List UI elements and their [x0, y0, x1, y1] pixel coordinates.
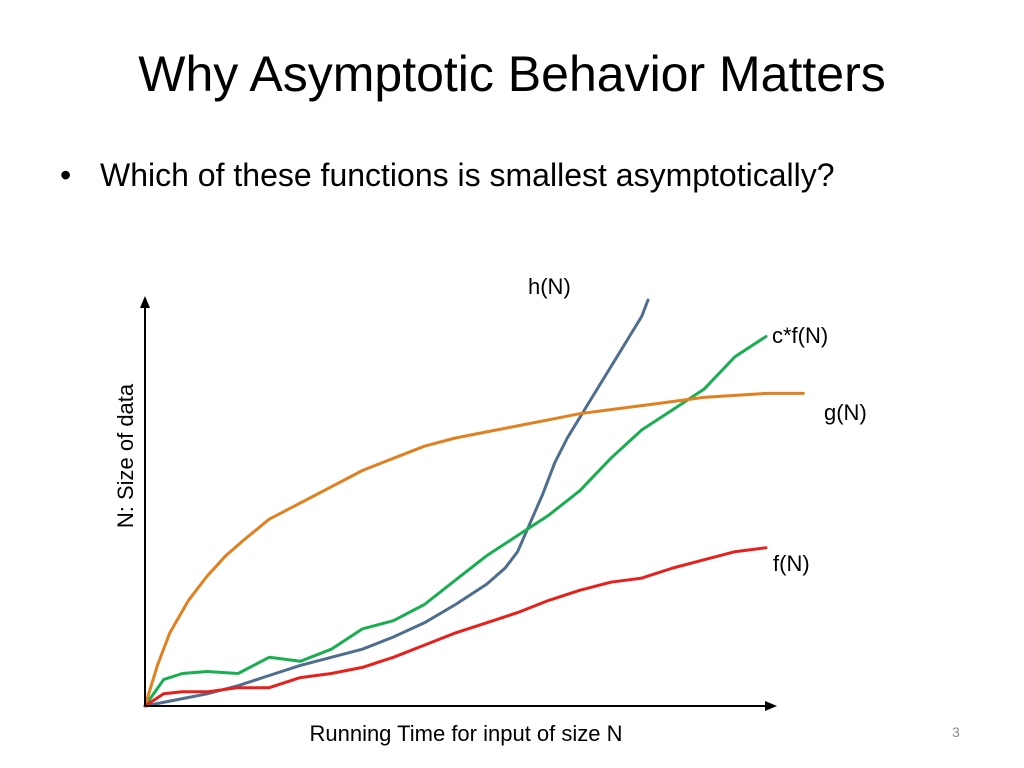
- slide-number: 3: [952, 724, 960, 740]
- series-label-layer: h(N) c*f(N) g(N) f(N): [528, 274, 867, 576]
- bullet-dot-icon: •: [60, 157, 72, 193]
- slide-title: Why Asymptotic Behavior Matters: [138, 46, 886, 102]
- x-axis-label: Running Time for input of size N: [309, 721, 622, 746]
- series-layer: [143, 298, 805, 708]
- bullet-item: • Which of these functions is smallest as…: [60, 154, 835, 196]
- y-axis-label: N: Size of data: [113, 383, 138, 528]
- series-line-g-n: [143, 391, 805, 708]
- y-axis-arrowhead-icon: [140, 296, 150, 308]
- series-label-h-n: h(N): [528, 274, 571, 299]
- x-axis-arrowhead-icon: [765, 701, 777, 711]
- bullet-text: Which of these functions is smallest asy…: [100, 157, 835, 193]
- series-line-h-n: [143, 298, 650, 708]
- series-line-f-n: [143, 546, 768, 708]
- series-label-f-n: f(N): [773, 551, 810, 576]
- series-label-g-n: g(N): [824, 400, 867, 425]
- series-line-c-f-n: [143, 335, 768, 708]
- series-label-c-f-n: c*f(N): [772, 323, 828, 348]
